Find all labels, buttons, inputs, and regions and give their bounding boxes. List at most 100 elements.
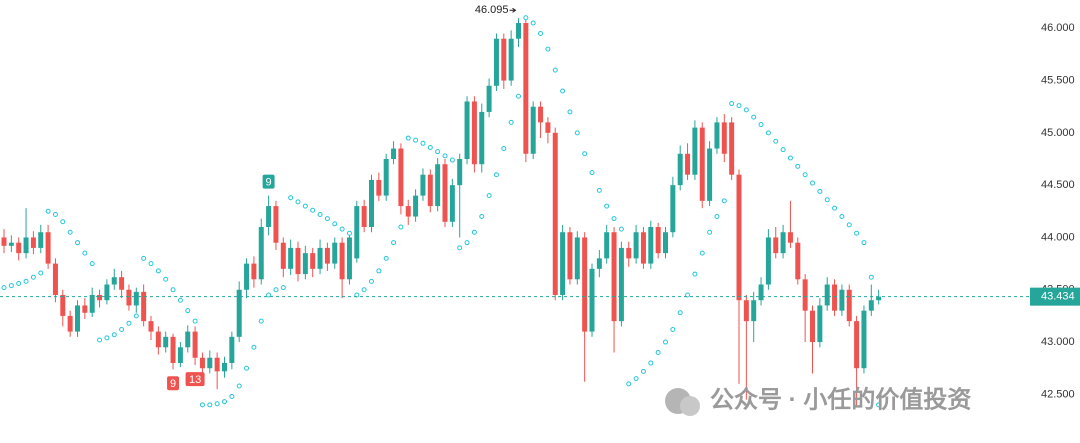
candle-body [846, 289, 852, 322]
candle-body [582, 237, 588, 332]
td-label-box [262, 174, 275, 189]
candle-body [163, 336, 169, 348]
candle-body [177, 347, 183, 363]
sar-dot [60, 219, 66, 225]
sar-dot [273, 287, 279, 293]
candle-body [111, 277, 117, 285]
candle-body [832, 284, 838, 311]
candle-body [148, 321, 154, 332]
sar-dot [839, 214, 845, 220]
sar-dot [266, 292, 272, 298]
candle-body [464, 101, 470, 159]
candle-body [229, 336, 235, 363]
candle-body [339, 242, 345, 280]
sar-dot [648, 360, 654, 366]
candle-body [765, 237, 771, 285]
candle-body [736, 174, 742, 301]
candle-body [192, 331, 198, 358]
candle-body [802, 279, 808, 311]
candle-body [155, 331, 161, 348]
sar-dot [398, 224, 404, 230]
y-tick-label: 42.500 [1041, 388, 1075, 400]
sar-dot [82, 250, 88, 256]
wechat-icon [680, 396, 700, 416]
sar-dot [824, 197, 830, 203]
sar-dot [626, 381, 632, 387]
sar-dot [758, 121, 764, 127]
candle-body [23, 237, 29, 254]
sar-dot [302, 203, 308, 209]
candle-body [442, 164, 448, 222]
candle-body [280, 242, 286, 269]
sar-dot [707, 229, 713, 235]
candle-body [236, 289, 242, 337]
sar-dot [369, 278, 374, 284]
sar-dot [119, 327, 125, 333]
sar-dot [574, 130, 580, 136]
candle-body [854, 321, 860, 369]
candle-body [633, 232, 639, 259]
sar-dot [170, 287, 176, 293]
sar-dot [317, 211, 323, 217]
candle-body [38, 232, 44, 248]
td-label-box [185, 372, 205, 387]
sar-dot [552, 67, 558, 73]
sar-dot [295, 199, 301, 205]
candle-body [89, 294, 95, 313]
candle-body [30, 237, 36, 248]
sar-dot [464, 240, 470, 246]
sar-dot [655, 350, 661, 356]
candle-body [604, 232, 610, 259]
sar-dot [229, 393, 235, 399]
candle-body [104, 284, 110, 301]
candle-body [310, 253, 316, 269]
candle-body [45, 232, 51, 264]
sar-dot [663, 339, 668, 345]
candle-body [170, 336, 176, 363]
sar-dot [383, 255, 389, 261]
sar-dot [361, 287, 367, 293]
candle-body [861, 310, 867, 369]
candle-body [530, 106, 536, 154]
candle-body [685, 153, 691, 175]
candle-body [52, 263, 58, 295]
sar-dot [538, 30, 544, 36]
sar-dot [751, 114, 757, 120]
sar-dot [596, 187, 602, 193]
sar-dot [618, 226, 624, 232]
candle-body [626, 247, 632, 259]
candle-body [361, 206, 367, 227]
sar-dot [420, 140, 426, 146]
sar-dot [310, 207, 316, 213]
sar-dot [75, 240, 80, 246]
sar-dot [16, 280, 22, 286]
candle-body [721, 122, 727, 154]
sar-dot [479, 214, 485, 220]
candle-body [126, 289, 132, 306]
candle-body [8, 242, 14, 246]
sar-dot [817, 188, 823, 194]
sar-dot [435, 149, 441, 155]
candle-body [288, 247, 294, 269]
sar-dot [89, 261, 95, 267]
candle-body [817, 305, 823, 343]
sar-dot [23, 278, 29, 284]
candle-body [618, 247, 624, 322]
sar-dot [185, 308, 191, 314]
candle-body [471, 101, 477, 165]
candle-body [97, 294, 103, 301]
sar-dot [692, 271, 698, 277]
sar-dot [604, 203, 610, 209]
candle-body [60, 294, 66, 316]
sar-dot [155, 268, 161, 274]
sar-dot [530, 20, 536, 26]
sar-dot [516, 93, 521, 99]
candle-body [751, 300, 757, 322]
high-arrow [509, 7, 517, 13]
y-tick-label: 45.500 [1041, 74, 1075, 86]
candle-body [640, 232, 646, 264]
sar-dot [810, 180, 815, 186]
sar-dot [244, 365, 250, 371]
sar-dot [97, 337, 103, 343]
candle-body [457, 158, 463, 186]
